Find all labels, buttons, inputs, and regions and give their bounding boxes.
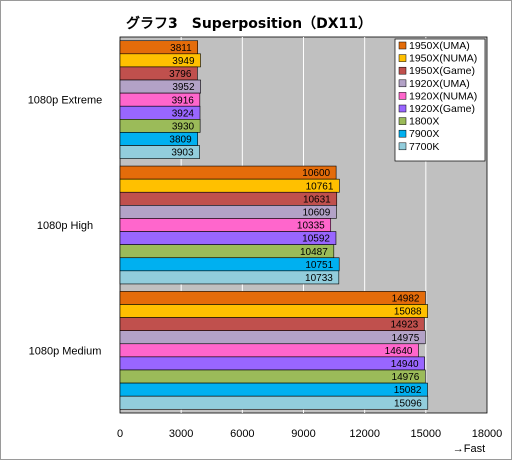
chart-title: グラフ3 Superposition（DX11） (126, 15, 372, 32)
legend-label: 1920X(NUMA) (409, 90, 477, 102)
data-label: 3903 (171, 148, 194, 159)
data-label: 3809 (169, 135, 192, 146)
value-labels: 3811 3949 3796 3952 3916 3924 3930 3809 3903 1060… (169, 43, 422, 409)
x-axis-label: →Fast (453, 443, 485, 455)
x-tick-label: 12000 (349, 428, 380, 440)
data-label: 10487 (300, 247, 328, 258)
legend-label: 1950X(NUMA) (409, 53, 477, 65)
x-tick-label: 15000 (411, 428, 442, 440)
x-tick-label: 9000 (291, 428, 315, 440)
data-label: 15082 (394, 385, 422, 396)
legend-swatch (398, 117, 407, 125)
data-label: 3796 (169, 69, 192, 80)
data-label: 10609 (302, 208, 330, 219)
legend: 1950X(UMA)1950X(NUMA)1950X(Game)1920X(UM… (394, 38, 486, 162)
data-label: 10592 (302, 234, 330, 245)
data-label: 15088 (394, 307, 422, 318)
data-label: 14923 (390, 320, 418, 331)
legend-label: 1920X(UMA) (409, 78, 470, 90)
bar (119, 330, 426, 345)
legend-label: 7900X (409, 128, 439, 140)
bar (119, 395, 429, 410)
x-tick-label: 0 (117, 428, 123, 440)
data-label: 3949 (172, 56, 195, 67)
bar (119, 356, 425, 371)
legend-swatch (398, 41, 407, 50)
legend-label: 7700K (409, 141, 439, 153)
data-label: 3930 (172, 121, 195, 132)
data-label: 3924 (172, 108, 195, 119)
data-label: 14975 (392, 333, 420, 344)
bar (119, 291, 426, 305)
legend-swatch (398, 79, 407, 88)
legend-label: 1920X(Game) (409, 103, 475, 115)
legend-box (394, 38, 486, 162)
bar (119, 304, 428, 318)
bar (119, 145, 200, 159)
data-label: 14640 (385, 346, 413, 357)
bars (119, 40, 429, 410)
data-label: 14940 (391, 359, 419, 370)
bar (119, 369, 426, 384)
data-label: 3916 (172, 95, 195, 106)
legend-swatch (398, 66, 407, 75)
legend-swatch (398, 142, 407, 151)
data-label: 14982 (392, 294, 420, 305)
legend-swatch (398, 92, 407, 100)
bar (119, 382, 428, 397)
data-label: 3952 (172, 82, 195, 93)
data-label: 15096 (394, 398, 422, 409)
legend-swatch (398, 129, 407, 138)
x-tick-label: 6000 (230, 428, 254, 440)
legend-swatch (398, 104, 407, 113)
legend-label: 1800X (409, 116, 439, 128)
category-labels: 1080p Extreme 1080p High 1080p Medium (28, 95, 103, 358)
data-label: 10733 (305, 273, 333, 284)
legend-swatch (398, 54, 407, 62)
bar (119, 270, 340, 285)
data-label: 10631 (303, 194, 331, 205)
bar (119, 343, 419, 358)
category-label: 1080p Medium (29, 345, 102, 357)
data-label: 3811 (170, 43, 192, 54)
bar (119, 317, 425, 331)
x-tick-label: 3000 (169, 428, 193, 440)
data-label: 10600 (302, 168, 330, 179)
x-tick-labels: 0 3000 6000 9000 12000 15000 18000 (117, 428, 502, 440)
category-label: 1080p High (37, 220, 93, 232)
data-label: 10761 (306, 181, 334, 192)
data-label: 14976 (392, 372, 420, 383)
legend-label: 1950X(Game) (409, 65, 475, 77)
x-tick-label: 18000 (472, 428, 503, 440)
data-label: 10335 (297, 221, 325, 232)
category-label: 1080p Extreme (28, 95, 103, 107)
legend-label: 1950X(UMA) (409, 40, 470, 52)
data-label: 10751 (305, 260, 333, 271)
